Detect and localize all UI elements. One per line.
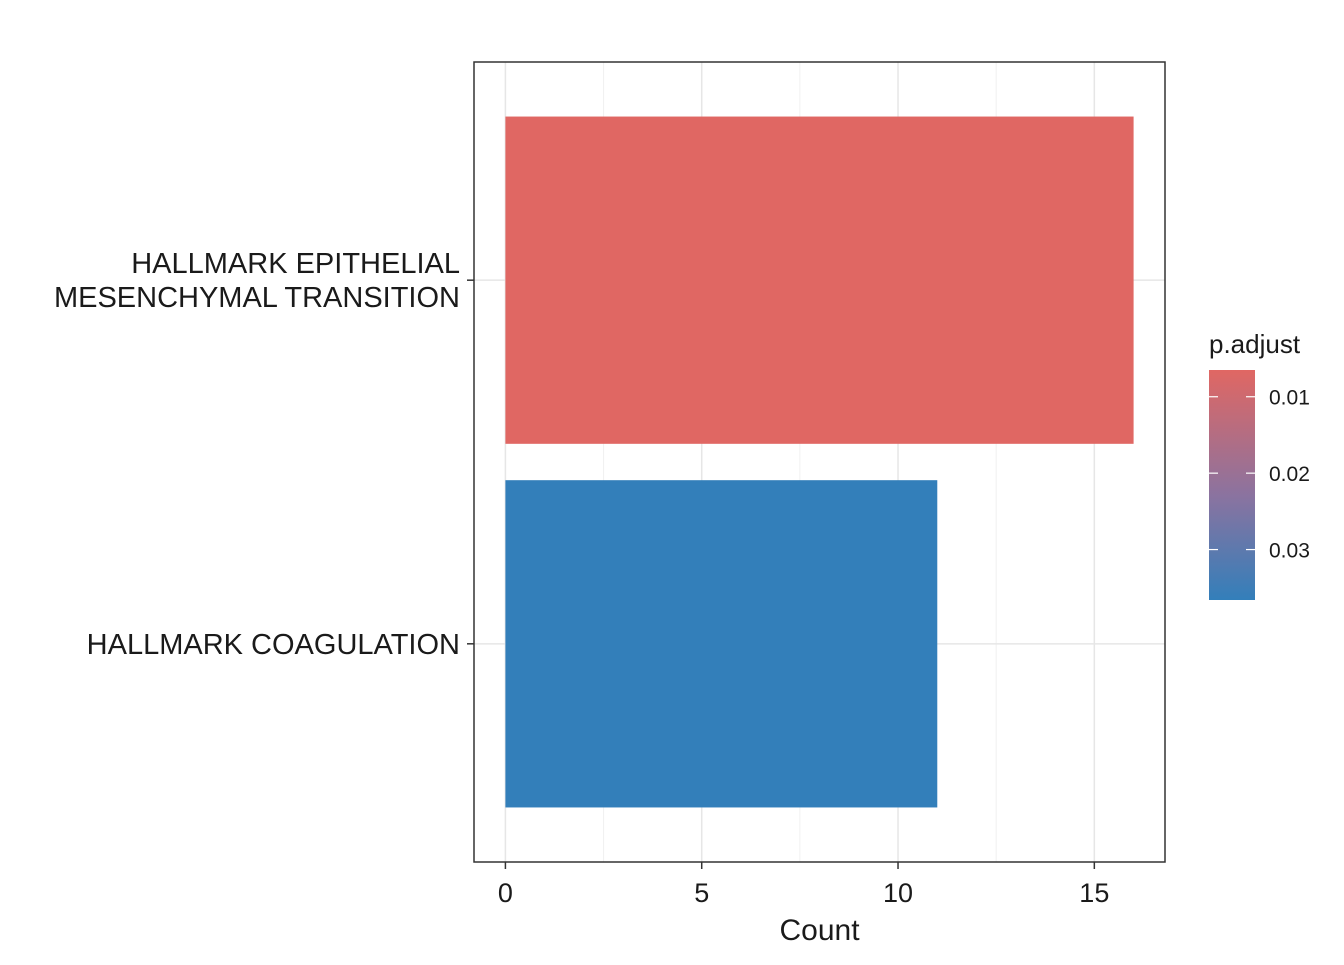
plot-panel-border [473, 61, 1166, 863]
legend-tick-label: 0.01 [1269, 387, 1310, 410]
legend-tick-label: 0.02 [1269, 463, 1310, 486]
legend-tick-label: 0.03 [1269, 540, 1310, 563]
y-category-label: HALLMARK COAGULATION [87, 629, 460, 661]
x-tick-label: 0 [498, 878, 513, 908]
x-tick-label: 5 [694, 878, 709, 908]
y-category-label-line: HALLMARK EPITHELIAL [131, 248, 460, 280]
legend-title: p.adjust [1209, 329, 1301, 359]
bar [505, 116, 1134, 444]
legend-colorbar [1209, 370, 1255, 600]
x-axis-title: Count [779, 914, 860, 947]
y-category-label: HALLMARK EPITHELIAL MESENCHYMAL TRANSITIO… [54, 248, 460, 314]
x-tick-label: 10 [883, 878, 913, 908]
y-category-label-line: MESENCHYMAL TRANSITION [54, 282, 460, 314]
bar [505, 480, 938, 808]
y-category-label-line: HALLMARK COAGULATION [87, 629, 460, 661]
x-tick-label: 15 [1079, 878, 1109, 908]
legend: p.adjust 0.01 0.02 0.03 [1209, 329, 1310, 600]
